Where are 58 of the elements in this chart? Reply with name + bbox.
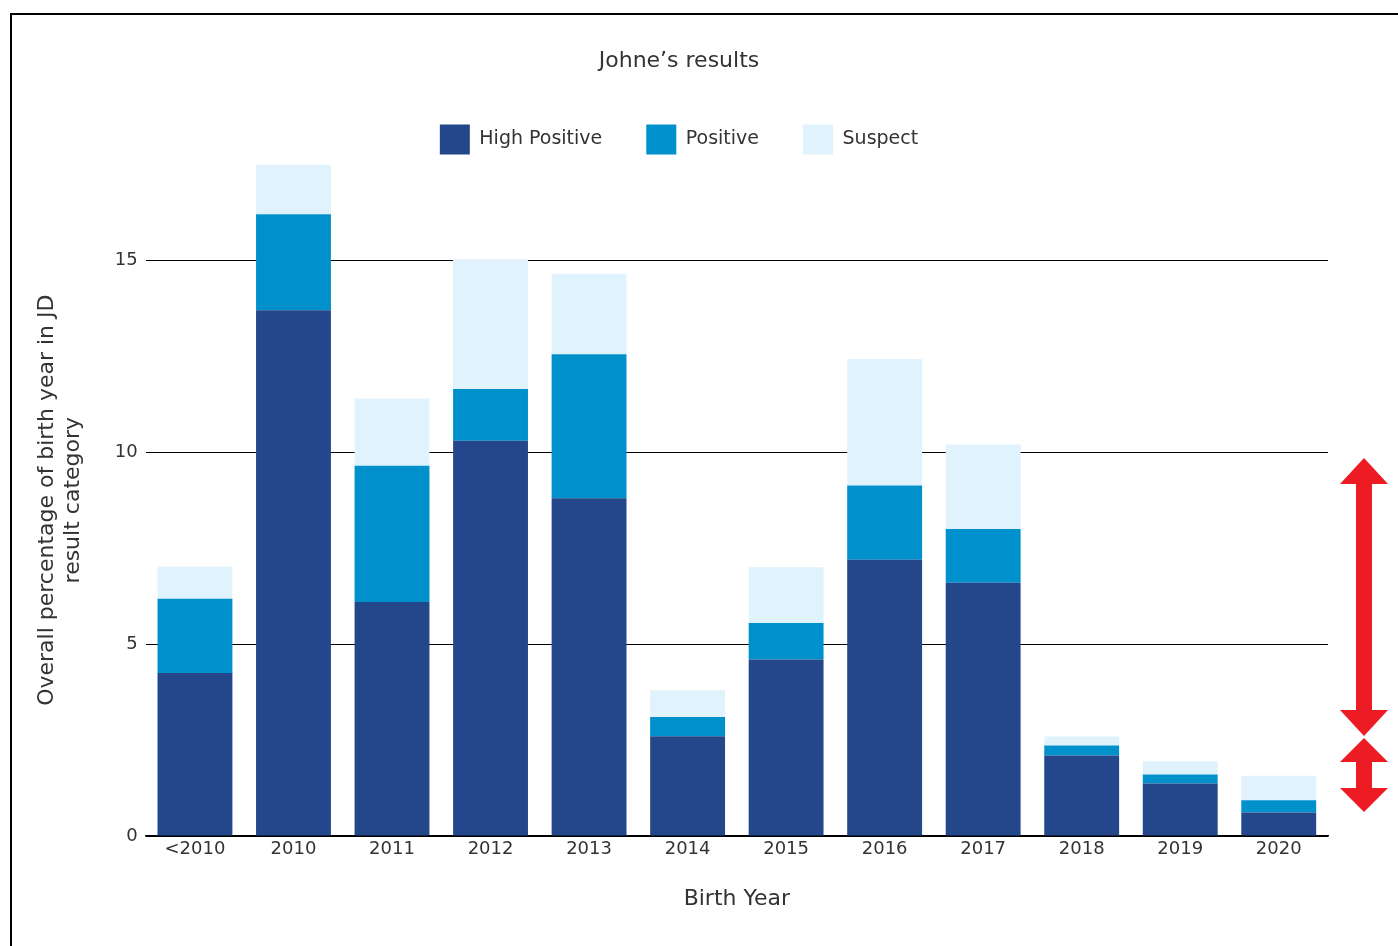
y-tick-label: 0 — [126, 823, 138, 845]
y-tick-label: 5 — [126, 631, 138, 653]
bar — [1241, 812, 1317, 836]
bar — [354, 601, 430, 836]
x-tick-label: 2011 — [369, 837, 415, 859]
bar — [157, 598, 233, 673]
bar — [748, 623, 824, 660]
bar — [1044, 736, 1120, 746]
y-axis-title: Overall percentage of birth year in JD result category — [32, 294, 85, 706]
bar — [847, 559, 923, 836]
bar — [256, 214, 331, 311]
bar — [453, 388, 528, 441]
legend-label: High Positive — [479, 126, 603, 149]
x-tick-label: 2016 — [861, 837, 908, 859]
bar — [551, 273, 627, 355]
bar — [157, 566, 233, 599]
x-tick-label: 2010 — [270, 837, 317, 859]
legend-label: Suspect — [842, 126, 919, 149]
bar — [157, 672, 233, 836]
bar — [1142, 774, 1218, 784]
legend-title: Johne’s results — [596, 46, 760, 72]
bar — [256, 310, 331, 836]
x-tick-label: 2013 — [566, 837, 612, 859]
x-tick-label: 2018 — [1058, 837, 1105, 859]
bar — [650, 690, 726, 718]
bar — [1142, 761, 1218, 775]
bar — [847, 358, 923, 486]
x-axis-title: Birth Year — [683, 884, 791, 910]
x-tick-label: 2015 — [763, 837, 810, 859]
bar — [650, 736, 726, 836]
bar — [256, 164, 331, 215]
bar — [551, 498, 627, 836]
x-tick-label: 2020 — [1255, 837, 1302, 859]
bar — [1142, 783, 1218, 836]
bar — [945, 582, 1021, 836]
bar — [453, 440, 528, 836]
bar — [453, 259, 528, 389]
legend-label: Positive — [685, 126, 760, 149]
bar — [945, 528, 1021, 583]
x-tick-label: 2019 — [1157, 837, 1204, 859]
bar — [1044, 755, 1120, 836]
bar — [354, 398, 430, 466]
y-tick-label: 15 — [114, 248, 138, 270]
bar — [945, 444, 1021, 529]
bar — [748, 659, 824, 836]
bar — [354, 465, 430, 602]
bar — [748, 567, 824, 624]
bar — [1044, 745, 1120, 756]
bar — [551, 354, 627, 499]
bar — [650, 717, 726, 737]
x-tick-label: <2010 — [164, 837, 226, 859]
x-tick-label: 2014 — [664, 837, 711, 859]
bar — [1241, 800, 1317, 813]
bar — [1241, 775, 1317, 801]
x-tick-label: 2017 — [960, 837, 1007, 859]
x-tick-label: 2012 — [467, 837, 514, 859]
y-tick-label: 10 — [114, 439, 138, 461]
bar — [847, 485, 923, 560]
